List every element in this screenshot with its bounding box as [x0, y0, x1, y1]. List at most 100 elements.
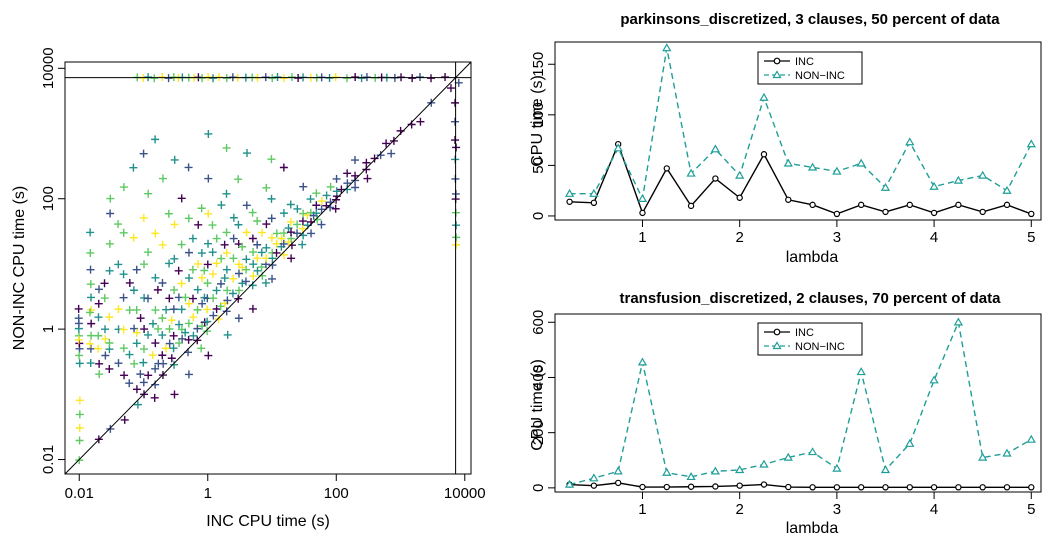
scatter-point	[189, 294, 198, 303]
scatter-point	[193, 324, 202, 333]
series-point	[929, 181, 939, 190]
series-point	[783, 452, 793, 461]
x-tick-label: 1	[638, 229, 646, 246]
x-tick-label: 1	[638, 501, 646, 518]
scatter-point	[165, 294, 174, 303]
scatter-point	[185, 274, 194, 283]
scatter-point	[222, 74, 231, 83]
scatter-point	[298, 217, 307, 226]
bottom-legend-box	[757, 322, 863, 356]
series-point	[590, 482, 598, 489]
scatter-point	[125, 278, 134, 287]
scatter-point	[332, 187, 341, 196]
scatter-point	[331, 204, 340, 213]
series-point	[807, 162, 818, 171]
scatter-point	[86, 265, 95, 274]
scatter-point	[279, 163, 288, 172]
series-point	[978, 452, 988, 461]
scatter-point	[87, 319, 96, 328]
y-tick-label: 150	[530, 52, 547, 77]
series-point	[760, 151, 768, 158]
series-point	[930, 484, 938, 491]
series-line	[569, 319, 1032, 486]
scatter-point	[177, 305, 186, 314]
scatter-point	[204, 73, 213, 82]
scatter-point	[158, 351, 167, 360]
line-chart-top: parkinsons_discretized, 3 clauses, 50 pe…	[529, 11, 1042, 266]
scatter-point	[119, 344, 128, 353]
scatter-point	[174, 266, 183, 275]
scatter-point	[287, 254, 296, 263]
scatter-point	[267, 155, 276, 164]
scatter-point	[223, 296, 232, 305]
scatter-point	[351, 183, 360, 192]
series-point	[783, 158, 793, 167]
scatter-point	[446, 84, 455, 93]
scatter-point	[382, 139, 391, 148]
series-point	[710, 144, 721, 153]
scatter-point	[85, 308, 94, 317]
x-tick-label: 5	[1027, 501, 1035, 518]
x-tick-label: 5	[1027, 229, 1035, 246]
scatter-point	[279, 209, 288, 218]
scatter-point	[75, 351, 84, 360]
scatter-point	[204, 209, 213, 218]
scatter-x-axis: 0.01 1 100 10000	[65, 474, 486, 502]
scatter-point	[119, 325, 128, 334]
scatter-point	[181, 328, 190, 337]
scatter-point	[120, 371, 129, 380]
scatter-point	[203, 317, 212, 326]
y-tick-label: 10000	[40, 47, 57, 89]
series-point	[880, 182, 891, 191]
scatter-point	[74, 335, 83, 344]
scatter-point	[248, 234, 257, 243]
scatter-point	[139, 213, 148, 222]
scatter-point	[322, 191, 331, 200]
scatter-point	[101, 325, 110, 334]
scatter-point	[229, 254, 238, 263]
scatter-point	[105, 338, 114, 347]
scatter-point	[119, 293, 128, 302]
scatter-point	[242, 149, 251, 158]
scatter-point	[212, 304, 221, 313]
scatter-point	[362, 165, 371, 174]
scatter-point	[451, 117, 460, 126]
scatter-point	[261, 278, 270, 287]
series-point	[1026, 434, 1036, 443]
scatter-point	[363, 174, 372, 183]
scatter-point	[95, 359, 104, 368]
scatter-point	[229, 213, 238, 222]
bottom-legend-inc-label: INC	[795, 327, 814, 339]
series-point	[906, 201, 913, 209]
top-y-axis: 0 50 100 150	[530, 52, 555, 220]
scatter-point	[268, 261, 277, 270]
scatter-point	[158, 174, 167, 183]
y-tick-label: 100	[40, 186, 57, 211]
scatter-point	[235, 286, 244, 295]
scatter-point	[287, 73, 296, 82]
scatter-point	[272, 239, 281, 248]
scatter-point	[249, 248, 258, 257]
scatter-point	[189, 331, 198, 340]
scatter-point	[441, 73, 450, 82]
series-point	[1028, 484, 1035, 491]
series-point	[979, 484, 986, 491]
series-point	[833, 484, 841, 491]
scatter-point	[214, 315, 223, 324]
series-point	[785, 196, 792, 203]
y-tick-label: 1	[40, 325, 57, 333]
top-y-label: CPU time (s)	[529, 75, 546, 167]
series-point	[785, 483, 792, 491]
scatter-point	[144, 330, 153, 339]
scatter-point	[279, 74, 288, 83]
scatter-point	[151, 364, 160, 373]
series-point	[832, 463, 842, 472]
scatter-point	[106, 209, 115, 218]
scatter-point	[272, 229, 281, 238]
scatter-point	[188, 265, 197, 274]
bottom-series	[564, 317, 1036, 491]
scatter-point	[158, 331, 167, 340]
series-point	[979, 208, 986, 216]
scatter-point	[100, 279, 109, 288]
series-point	[1028, 210, 1035, 218]
